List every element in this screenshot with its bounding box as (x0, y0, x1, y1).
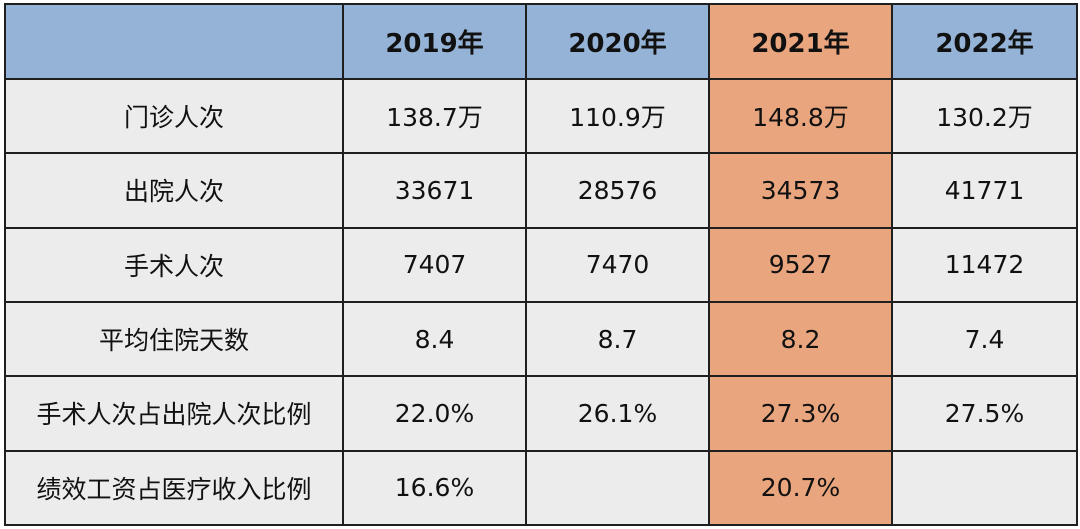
table-cell-highlighted: 27.3% (708, 375, 893, 452)
table-row: 手术人次占出院人次比例 22.0% 26.1% 27.3% 27.5% (4, 375, 1078, 452)
row-label: 手术人次 (4, 226, 344, 303)
table-cell: 7470 (525, 226, 710, 303)
table-cell: 26.1% (525, 375, 710, 452)
table-cell: 33671 (342, 152, 527, 229)
table-cell-highlighted: 9527 (708, 226, 893, 303)
header-cell-2019: 2019年 (342, 3, 527, 80)
table-row: 门诊人次 138.7万 110.9万 148.8万 130.2万 (4, 77, 1078, 155)
header-cell-2020: 2020年 (525, 3, 710, 80)
table-cell: 41771 (891, 152, 1078, 229)
table-cell-empty (891, 449, 1078, 527)
table-cell-highlighted: 20.7% (708, 449, 893, 527)
table-cell: 110.9万 (525, 77, 710, 155)
table-cell: 27.5% (891, 375, 1078, 452)
table-cell: 11472 (891, 226, 1078, 303)
row-label: 出院人次 (4, 152, 344, 229)
table-cell: 16.6% (342, 449, 527, 527)
statistics-table: 2019年 2020年 2021年 2022年 门诊人次 138.7万 110.… (4, 3, 1078, 527)
header-cell-corner (4, 3, 344, 80)
table-cell: 8.4 (342, 300, 527, 378)
table-row: 平均住院天数 8.4 8.7 8.2 7.4 (4, 300, 1078, 378)
row-label: 门诊人次 (4, 77, 344, 155)
table-row: 出院人次 33671 28576 34573 41771 (4, 152, 1078, 229)
header-cell-2022: 2022年 (891, 3, 1078, 80)
table-cell-highlighted: 148.8万 (708, 77, 893, 155)
table-cell: 130.2万 (891, 77, 1078, 155)
table-cell-highlighted: 34573 (708, 152, 893, 229)
statistics-table-container: 2019年 2020年 2021年 2022年 门诊人次 138.7万 110.… (4, 3, 1078, 527)
header-cell-2021: 2021年 (708, 3, 893, 80)
table-cell: 22.0% (342, 375, 527, 452)
table-row: 手术人次 7407 7470 9527 11472 (4, 226, 1078, 303)
row-label: 绩效工资占医疗收入比例 (4, 449, 344, 527)
header-row: 2019年 2020年 2021年 2022年 (4, 3, 1078, 80)
table-cell-highlighted: 8.2 (708, 300, 893, 378)
table-cell-empty (525, 449, 710, 527)
table-cell: 7407 (342, 226, 527, 303)
row-label: 平均住院天数 (4, 300, 344, 378)
table-cell: 7.4 (891, 300, 1078, 378)
table-row: 绩效工资占医疗收入比例 16.6% 20.7% (4, 449, 1078, 527)
table-cell: 28576 (525, 152, 710, 229)
row-label: 手术人次占出院人次比例 (4, 375, 344, 452)
table-cell: 8.7 (525, 300, 710, 378)
table-cell: 138.7万 (342, 77, 527, 155)
